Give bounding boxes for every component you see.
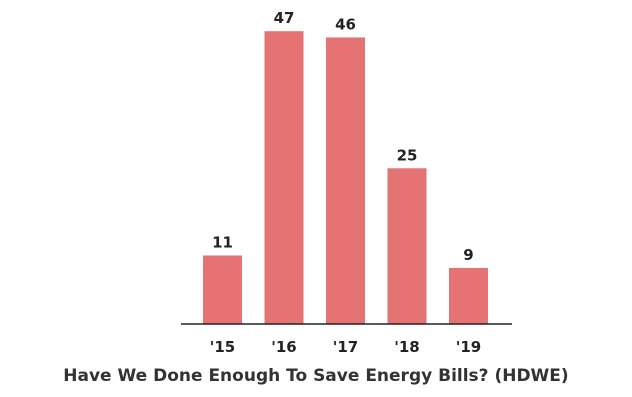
bars-group xyxy=(203,31,488,325)
bar-chart: 11 47 46 25 9 '15 '16 '17 '18 '19 xyxy=(181,9,512,356)
tick-label-3: '18 xyxy=(394,338,419,356)
bar-4 xyxy=(449,267,488,324)
value-label-1: 47 xyxy=(274,9,295,27)
value-label-4: 9 xyxy=(463,246,473,264)
chart-title: Have We Done Enough To Save Energy Bills… xyxy=(63,366,569,386)
bar-0 xyxy=(203,255,242,324)
tick-label-4: '19 xyxy=(456,338,481,356)
tick-labels-group: '15 '16 '17 '18 '19 xyxy=(210,338,481,356)
tick-label-1: '16 xyxy=(271,338,296,356)
bar-1 xyxy=(264,31,304,324)
value-label-3: 25 xyxy=(397,146,418,164)
tick-label-0: '15 xyxy=(210,338,235,356)
tick-label-2: '17 xyxy=(333,338,358,356)
value-label-2: 46 xyxy=(335,15,356,33)
bar-3 xyxy=(387,168,427,324)
value-label-0: 11 xyxy=(212,233,233,251)
bar-2 xyxy=(326,37,365,325)
value-labels-group: 11 47 46 25 9 xyxy=(212,9,474,264)
